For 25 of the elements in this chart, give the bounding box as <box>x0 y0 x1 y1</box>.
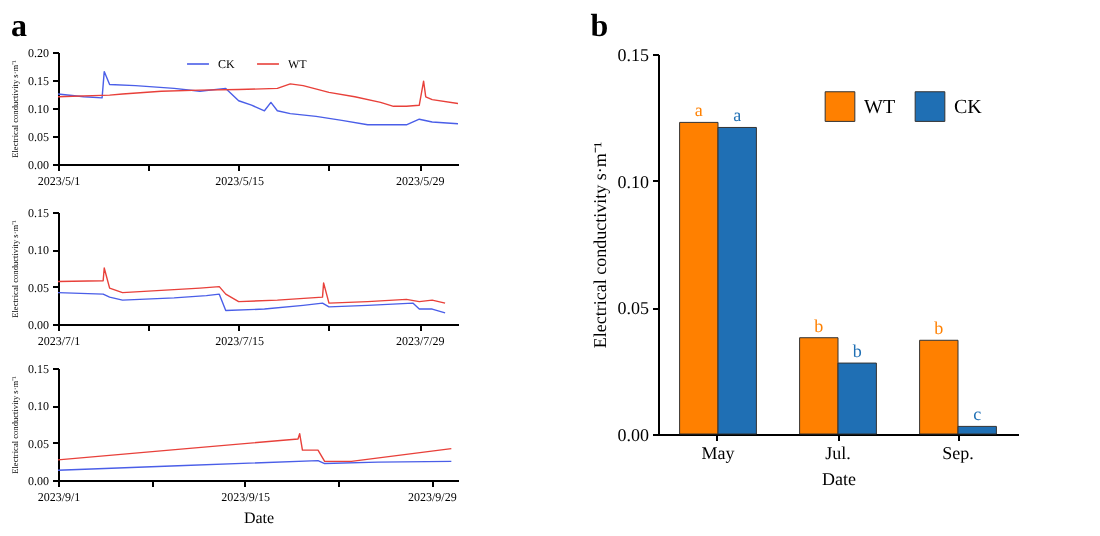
line-series <box>58 291 446 314</box>
y-tick-label: 0.15 <box>617 45 650 65</box>
data-label: b <box>814 315 825 336</box>
y-tick-label: 0.00 <box>617 425 650 445</box>
data-label: a <box>733 105 742 126</box>
line-series <box>58 80 458 108</box>
data-label: b <box>852 341 863 362</box>
x-tick-label: Jul. <box>825 443 851 463</box>
y-tick-label: 0.05 <box>617 298 650 319</box>
line-series <box>58 267 446 304</box>
y-tick-label: 0.10 <box>617 171 650 192</box>
data-label: a <box>694 100 703 121</box>
chart-title: a <box>11 10 27 44</box>
line-series <box>58 433 453 463</box>
chart-title: b <box>590 10 609 44</box>
legend-label: WT <box>864 96 896 119</box>
x-axis-title: Date <box>822 469 856 489</box>
data-label: c <box>973 404 982 425</box>
line-series <box>58 70 458 126</box>
legend-label: CK <box>954 96 984 119</box>
y-axis-title: Electrical conductivity s·m⁻¹ <box>589 141 610 349</box>
x-tick-label: May <box>701 443 736 463</box>
x-tick-label: Sep. <box>942 443 974 463</box>
data-label: b <box>934 318 945 339</box>
x-axis-title: Date <box>243 509 275 527</box>
